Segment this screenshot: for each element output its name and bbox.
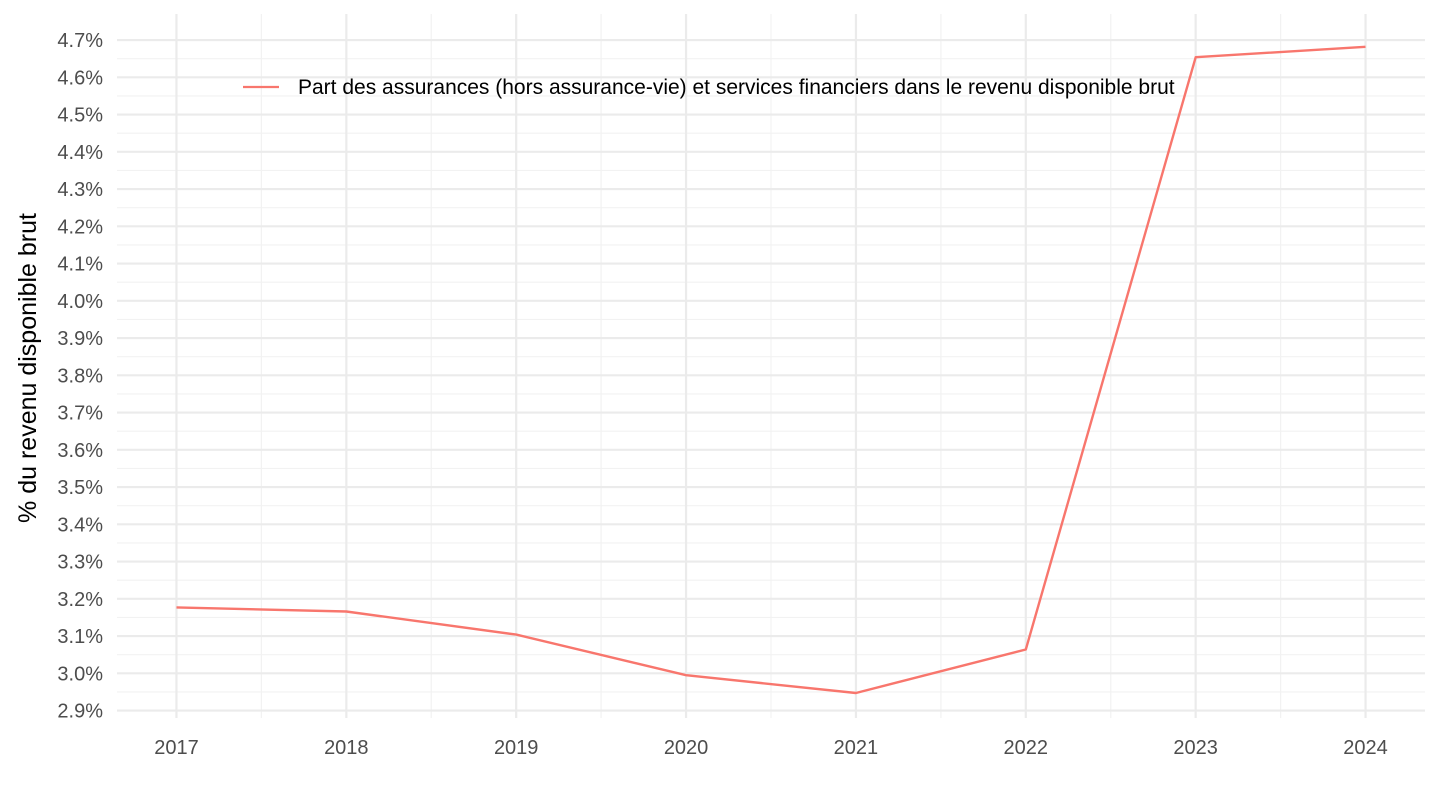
y-tick-label: 4.3%: [57, 179, 103, 201]
y-tick-label: 3.4%: [57, 514, 103, 536]
series-line: [176, 45, 1366, 695]
major-gridlines: [117, 14, 1425, 718]
y-axis-tick-labels: 2.9% 3.0% 3.1% 3.2% 3.3% 3.4% 3.5% 3.6% 3.7% 3.8%…: [57, 30, 103, 722]
y-axis-title: % du revenu disponible brut: [14, 213, 42, 523]
y-tick-label: 3.2%: [57, 589, 103, 611]
y-tick-label: 4.4%: [57, 142, 103, 164]
x-axis-tick-labels: 2017 2018 2019 2020 2021 2022 2023 2024: [154, 737, 1388, 759]
x-tick-label: 2024: [1343, 737, 1388, 759]
legend-label: Part des assurances (hors assurance-vie)…: [298, 76, 1175, 99]
x-tick-label: 2017: [154, 737, 199, 759]
x-tick-label: 2023: [1173, 737, 1218, 759]
y-tick-label: 3.3%: [57, 552, 103, 574]
y-tick-label: 4.5%: [57, 105, 103, 127]
minor-gridlines: [117, 14, 1425, 718]
y-tick-label: 3.5%: [57, 477, 103, 499]
x-tick-label: 2022: [1004, 737, 1049, 759]
y-tick-label: 4.0%: [57, 291, 103, 313]
y-tick-label: 3.9%: [57, 328, 103, 350]
y-tick-label: 3.7%: [57, 403, 103, 425]
y-tick-label: 2.9%: [57, 701, 103, 723]
y-tick-label: 4.6%: [57, 67, 103, 89]
y-tick-label: 3.8%: [57, 365, 103, 387]
y-tick-label: 4.1%: [57, 254, 103, 276]
x-tick-label: 2020: [664, 737, 709, 759]
y-tick-label: 3.0%: [57, 663, 103, 685]
y-tick-label: 3.1%: [57, 626, 103, 648]
y-tick-label: 4.2%: [57, 216, 103, 238]
x-tick-label: 2019: [494, 737, 539, 759]
legend: Part des assurances (hors assurance-vie)…: [243, 76, 1175, 99]
x-tick-label: 2018: [324, 737, 369, 759]
y-tick-label: 3.6%: [57, 440, 103, 462]
x-tick-label: 2021: [834, 737, 879, 759]
series-layer: [176, 45, 1366, 695]
y-tick-label: 4.7%: [57, 30, 103, 52]
